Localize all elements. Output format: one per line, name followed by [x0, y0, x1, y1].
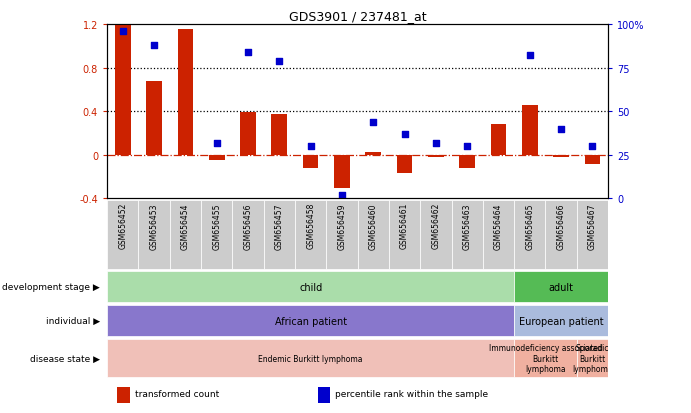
Bar	[317, 387, 330, 403]
FancyBboxPatch shape	[577, 200, 608, 269]
FancyBboxPatch shape	[483, 200, 514, 269]
Text: disease state ▶: disease state ▶	[30, 354, 100, 363]
FancyBboxPatch shape	[514, 272, 608, 303]
Point	[243, 49, 254, 56]
Text: European patient: European patient	[519, 316, 603, 326]
Text: GSM656457: GSM656457	[275, 202, 284, 249]
Bar	[460, 155, 475, 169]
FancyBboxPatch shape	[545, 200, 577, 269]
Text: GSM656458: GSM656458	[306, 202, 315, 249]
Text: transformed count: transformed count	[135, 389, 219, 399]
Point	[274, 58, 285, 65]
Bar	[272, 115, 287, 155]
Point	[462, 143, 473, 150]
Bar	[585, 155, 600, 164]
Point	[587, 143, 598, 150]
FancyBboxPatch shape	[201, 200, 232, 269]
Bar	[397, 155, 413, 174]
FancyBboxPatch shape	[107, 272, 514, 303]
FancyBboxPatch shape	[232, 200, 264, 269]
Text: individual ▶: individual ▶	[46, 316, 100, 325]
Text: Immunodeficiency associated
Burkitt
lymphoma: Immunodeficiency associated Burkitt lymp…	[489, 344, 603, 373]
Text: GSM656455: GSM656455	[212, 202, 221, 249]
Text: percentile rank within the sample: percentile rank within the sample	[335, 389, 488, 399]
Bar	[209, 155, 225, 161]
Text: child: child	[299, 282, 322, 292]
FancyBboxPatch shape	[295, 200, 326, 269]
FancyBboxPatch shape	[514, 339, 577, 377]
FancyBboxPatch shape	[358, 200, 389, 269]
FancyBboxPatch shape	[577, 339, 608, 377]
Text: African patient: African patient	[274, 316, 347, 326]
Text: GSM656460: GSM656460	[369, 202, 378, 249]
Text: GSM656464: GSM656464	[494, 202, 503, 249]
FancyBboxPatch shape	[389, 200, 420, 269]
Point	[337, 192, 348, 199]
Bar	[117, 387, 130, 403]
Text: GSM656465: GSM656465	[525, 202, 534, 249]
Text: GSM656454: GSM656454	[181, 202, 190, 249]
Point	[556, 126, 567, 133]
Bar	[491, 125, 507, 155]
FancyBboxPatch shape	[514, 305, 608, 336]
FancyBboxPatch shape	[264, 200, 295, 269]
Bar	[240, 113, 256, 155]
Bar	[115, 25, 131, 155]
Bar	[178, 30, 193, 155]
Text: GDS3901 / 237481_at: GDS3901 / 237481_at	[289, 10, 426, 23]
Point	[211, 140, 223, 147]
Point	[117, 28, 129, 35]
Bar	[522, 105, 538, 155]
FancyBboxPatch shape	[420, 200, 451, 269]
Text: GSM656467: GSM656467	[588, 202, 597, 249]
Bar	[303, 155, 319, 169]
Text: GSM656456: GSM656456	[243, 202, 252, 249]
Text: GSM656459: GSM656459	[337, 202, 346, 249]
Point	[305, 143, 316, 150]
Bar	[553, 155, 569, 158]
Point	[399, 131, 410, 138]
FancyBboxPatch shape	[170, 200, 201, 269]
FancyBboxPatch shape	[326, 200, 358, 269]
FancyBboxPatch shape	[107, 200, 138, 269]
Bar	[146, 81, 162, 155]
Text: Sporadic
Burkitt
lymphoma: Sporadic Burkitt lymphoma	[572, 344, 613, 373]
Point	[430, 140, 442, 147]
Text: GSM656466: GSM656466	[557, 202, 566, 249]
FancyBboxPatch shape	[107, 339, 514, 377]
Text: Endemic Burkitt lymphoma: Endemic Burkitt lymphoma	[258, 354, 363, 363]
Bar	[366, 152, 381, 155]
Text: adult: adult	[549, 282, 574, 292]
FancyBboxPatch shape	[451, 200, 483, 269]
Text: GSM656463: GSM656463	[463, 202, 472, 249]
Bar	[334, 155, 350, 188]
Point	[524, 53, 536, 59]
Text: development stage ▶: development stage ▶	[3, 282, 100, 292]
Text: GSM656462: GSM656462	[431, 202, 440, 249]
FancyBboxPatch shape	[107, 305, 514, 336]
Point	[368, 119, 379, 126]
FancyBboxPatch shape	[514, 200, 545, 269]
Text: GSM656453: GSM656453	[149, 202, 158, 249]
Bar	[428, 155, 444, 158]
Point	[149, 43, 160, 49]
FancyBboxPatch shape	[138, 200, 170, 269]
Text: GSM656461: GSM656461	[400, 202, 409, 249]
Text: GSM656452: GSM656452	[118, 202, 127, 249]
